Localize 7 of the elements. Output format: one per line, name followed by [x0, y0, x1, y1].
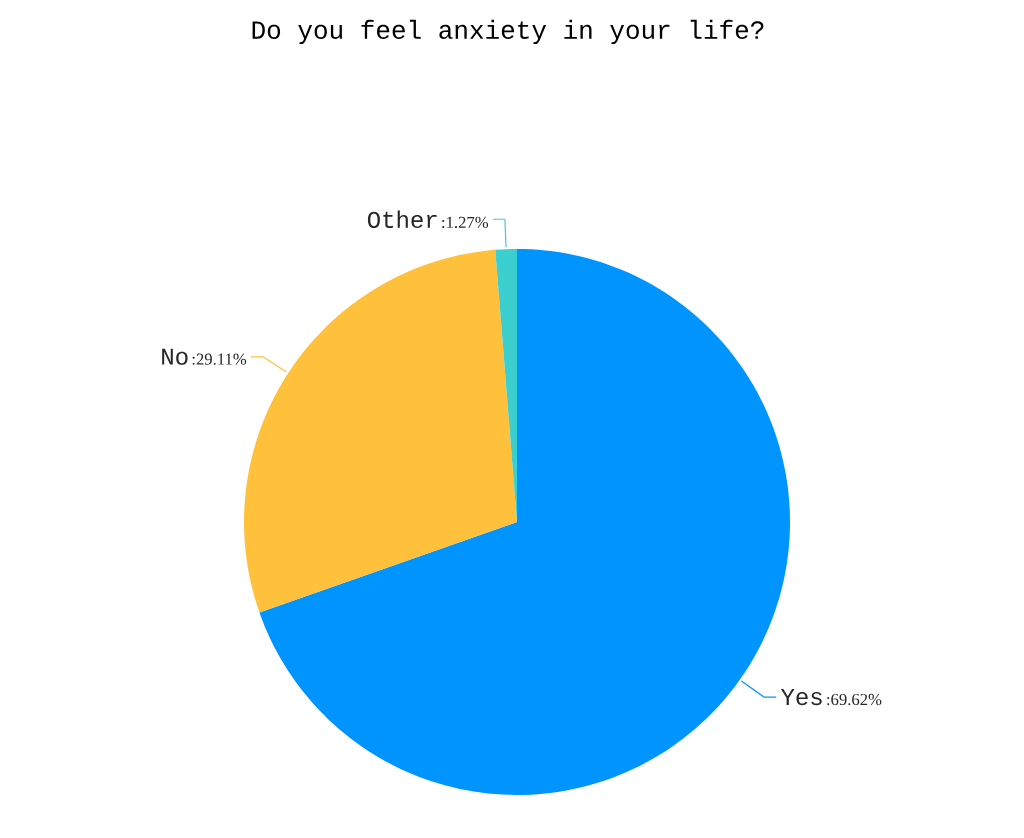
data-label: :29.11%	[192, 353, 247, 365]
slice-label: Other	[367, 210, 437, 229]
slice-label: No	[162, 348, 188, 365]
data-label: :69.62%	[827, 693, 882, 706]
slice-label: Yes	[780, 689, 822, 706]
chart-title: Do you feel anxiety in your life?	[252, 19, 764, 45]
data-label: :1.27%	[442, 216, 489, 229]
